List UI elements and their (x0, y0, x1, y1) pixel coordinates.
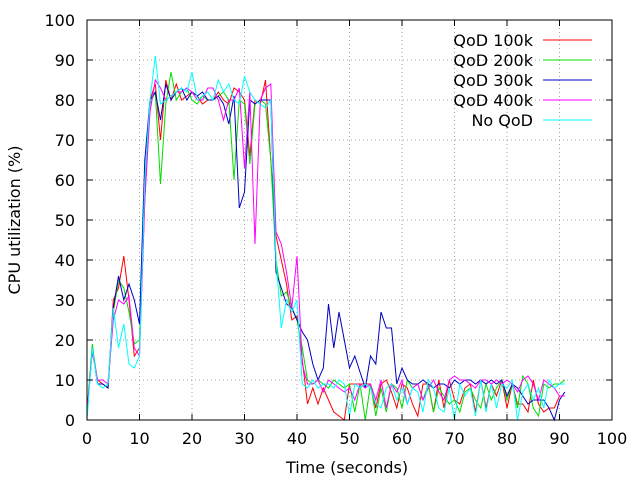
y-tick-label: 40 (55, 251, 75, 270)
x-tick-label: 30 (234, 429, 254, 448)
y-tick-label: 50 (55, 211, 75, 230)
y-tick-label: 0 (65, 411, 75, 430)
x-tick-label: 70 (444, 429, 464, 448)
y-tick-label: 10 (55, 371, 75, 390)
series-line-qod-100k (86, 79, 565, 421)
legend-label: QoD 200k (453, 51, 533, 70)
x-tick-label: 80 (497, 429, 517, 448)
series-line-no-qod (86, 55, 565, 421)
y-tick-label: 60 (55, 171, 75, 190)
x-tick-label: 10 (129, 429, 149, 448)
x-tick-label: 0 (82, 429, 92, 448)
x-tick-label: 40 (287, 429, 307, 448)
legend-label: QoD 300k (453, 71, 533, 90)
series-line-qod-300k (86, 83, 566, 422)
y-tick-label: 90 (55, 51, 75, 70)
axis-ticks: 0 10 20 30 40 50 60 70 80 90 100 0 10 20 30 40 50 60 70 80 9… (44, 11, 627, 448)
x-tick-label: 60 (392, 429, 412, 448)
x-tick-label: 100 (597, 429, 628, 448)
y-tick-label: 30 (55, 291, 75, 310)
legend-label: No QoD (471, 111, 533, 130)
x-tick-label: 90 (549, 429, 569, 448)
y-tick-label: 80 (55, 91, 75, 110)
x-axis-label: Time (seconds) (285, 458, 408, 477)
y-tick-label: 100 (44, 11, 75, 30)
y-axis-label: CPU utilization (%) (5, 146, 24, 295)
legend-label: QoD 400k (453, 91, 533, 110)
grid-lines (87, 20, 612, 420)
y-tick-label: 20 (55, 331, 75, 350)
x-tick-label: 50 (339, 429, 359, 448)
legend-label: QoD 100k (453, 31, 533, 50)
y-tick-label: 70 (55, 131, 75, 150)
series-lines (86, 55, 566, 422)
x-tick-label: 20 (182, 429, 202, 448)
